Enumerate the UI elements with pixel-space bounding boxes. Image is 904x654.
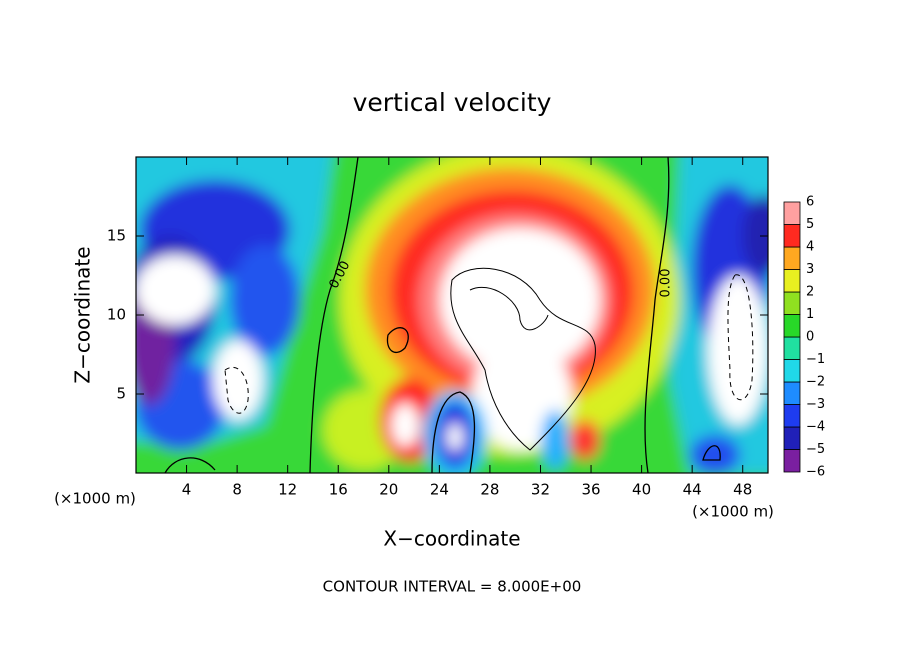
colorbar-label: −2 (806, 375, 825, 390)
contour-label: 0.00 (659, 269, 674, 298)
colorbar-bin (783, 314, 801, 338)
y-tick-label: 15 (107, 227, 126, 245)
x-tick-label: 32 (531, 481, 550, 499)
colorbar-label: 3 (806, 262, 814, 277)
x-unit-label: (×1000 m) (692, 503, 774, 521)
colorbar-label: 1 (806, 307, 814, 322)
colorbar-label: −4 (806, 420, 825, 435)
x-tick-label: 20 (379, 481, 398, 499)
x-tick-label: 40 (632, 481, 651, 499)
contour-interval: CONTOUR INTERVAL = 8.000E+00 (323, 578, 582, 596)
x-tick-label: 4 (182, 481, 192, 499)
velocity-field (136, 157, 768, 473)
x-tick-label: 36 (581, 481, 600, 499)
y-tick-label: 5 (116, 385, 126, 403)
x-tick-label: 28 (480, 481, 499, 499)
colorbar-bin (783, 201, 801, 225)
colorbar-label: 0 (806, 330, 814, 345)
colorbar-label: −5 (806, 442, 825, 457)
x-tick-label: 8 (232, 481, 242, 499)
colorbar-bin (783, 404, 801, 428)
x-unit-label: (×1000 m) (54, 490, 136, 508)
y-tick-label: 10 (107, 306, 126, 324)
colorbar-bin (783, 336, 801, 360)
chart-title: vertical velocity (353, 88, 552, 117)
x-tick-label: 48 (733, 481, 752, 499)
colorbar-label: −3 (806, 397, 825, 412)
colorbar-label: 2 (806, 285, 814, 300)
colorbar-label: 4 (806, 240, 814, 255)
x-tick-label: 44 (683, 481, 702, 499)
colorbar-bin (783, 381, 801, 405)
x-axis-label: X−coordinate (383, 527, 520, 551)
colorbar-bin (783, 359, 801, 383)
colorbar-bin (783, 246, 801, 270)
colorbar-label: −1 (806, 352, 825, 367)
x-tick-label: 24 (430, 481, 449, 499)
colorbar-bin (783, 291, 801, 315)
colorbar-label: −6 (806, 465, 825, 480)
colorbar-bin (783, 224, 801, 248)
colorbar-label: 6 (806, 195, 814, 210)
colorbar-label: 5 (806, 217, 814, 232)
colorbar-bin (783, 426, 801, 450)
colorbar-bin (783, 449, 801, 473)
colorbar-bin (783, 269, 801, 293)
x-tick-label: 16 (329, 481, 348, 499)
x-tick-label: 12 (278, 481, 297, 499)
y-axis-label: Z−coordinate (71, 246, 95, 383)
